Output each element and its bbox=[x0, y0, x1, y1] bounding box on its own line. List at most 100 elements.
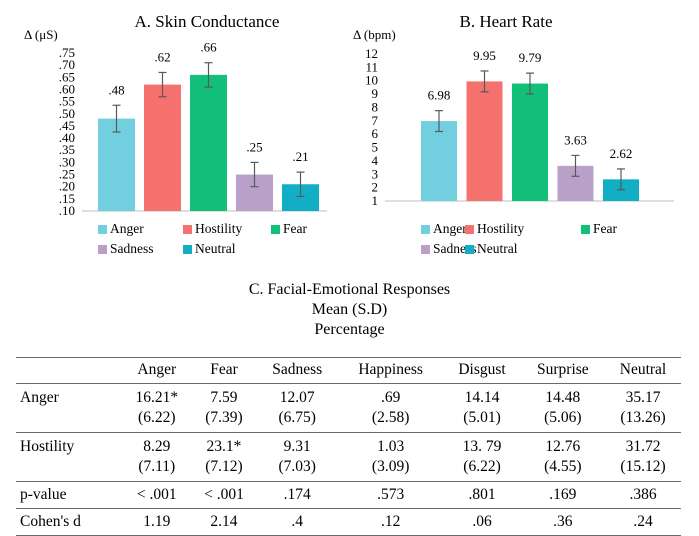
cell-sd: (6.75) bbox=[278, 409, 316, 426]
a-y-tick-label: .35 bbox=[59, 142, 75, 157]
table-cell: .36 bbox=[521, 509, 605, 536]
b-data-label: 9.95 bbox=[473, 48, 496, 63]
table-cell: 1.19 bbox=[122, 509, 192, 536]
cell-value: .06 bbox=[472, 513, 492, 530]
table-cell: .06 bbox=[443, 509, 520, 536]
b-bar-hostility bbox=[466, 81, 503, 201]
a-bar-fear bbox=[190, 74, 227, 211]
column-header-anger: Anger bbox=[137, 361, 177, 378]
table-cell: .386 bbox=[605, 482, 681, 509]
cell-sd: (2.58) bbox=[371, 409, 410, 426]
cell-value: .169 bbox=[549, 486, 577, 503]
table-cell: 12.07 (6.75) bbox=[256, 384, 338, 433]
b-y-tick-label: 8 bbox=[372, 99, 379, 114]
table-cell: 31.72 (15.12) bbox=[605, 433, 681, 482]
b-y-tick-label: 1 bbox=[372, 193, 379, 208]
b-legend-swatch-neutral bbox=[465, 245, 474, 254]
table-cell: 14.14 (5.01) bbox=[443, 384, 520, 433]
cell-value: 12.76 bbox=[545, 438, 581, 455]
cell-sd: (6.22) bbox=[463, 458, 501, 475]
table-header-blank bbox=[16, 358, 122, 384]
cell-sd: (7.03) bbox=[278, 458, 316, 475]
table-cell: 1.03 (3.09) bbox=[338, 433, 443, 482]
a-legend-label: Anger bbox=[110, 221, 144, 236]
table-cell: .4 bbox=[256, 509, 338, 536]
column-header-disgust: Disgust bbox=[458, 361, 506, 378]
row-label: Anger bbox=[20, 389, 59, 406]
cell-value: 1.03 bbox=[377, 438, 405, 455]
table-cell: 12.76 (4.55) bbox=[521, 433, 605, 482]
a-legend-swatch-fear bbox=[271, 225, 280, 234]
a-data-label: .25 bbox=[246, 139, 262, 154]
column-header-neutral: Neutral bbox=[619, 361, 667, 378]
a-y-tick-label: .65 bbox=[59, 69, 75, 84]
cell-sd: (6.22) bbox=[138, 409, 176, 426]
a-legend-swatch-anger bbox=[98, 225, 107, 234]
a-y-tick-label: .30 bbox=[59, 154, 75, 169]
cell-sd: (13.26) bbox=[620, 409, 666, 426]
table-cell: 9.31 (7.03) bbox=[256, 433, 338, 482]
a-legend-label: Neutral bbox=[195, 241, 236, 256]
cell-value: 7.59 bbox=[210, 389, 238, 406]
b-data-label: 2.62 bbox=[610, 146, 633, 161]
a-y-tick-label: .25 bbox=[59, 167, 75, 182]
table-cell: 7.59 (7.39) bbox=[192, 384, 257, 433]
a-bar-anger bbox=[98, 118, 135, 211]
b-legend-swatch-fear bbox=[581, 225, 590, 234]
table-cell: 14.48 (5.06) bbox=[521, 384, 605, 433]
cell-value: 1.19 bbox=[143, 513, 171, 530]
cell-sd: (5.06) bbox=[544, 409, 582, 426]
b-bar-anger bbox=[421, 121, 457, 201]
cell-value: .174 bbox=[283, 486, 311, 503]
table-row: Anger 16.21* (6.22) 7.59 (7.39) 12.07 (6.75) .6… bbox=[16, 384, 681, 433]
cell-value: 23.1* bbox=[206, 438, 242, 455]
b-chart-title: B. Heart Rate bbox=[460, 12, 553, 31]
a-y-tick-label: .70 bbox=[59, 57, 75, 72]
b-y-axis-label: Δ (bpm) bbox=[353, 27, 396, 42]
a-data-label: .62 bbox=[154, 49, 170, 64]
table-cell: 8.29 (7.11) bbox=[122, 433, 192, 482]
facial-responses-title-line-1: C. Facial-Emotional Responses bbox=[248, 281, 451, 298]
a-chart-title: A. Skin Conductance bbox=[135, 12, 280, 31]
b-legend-label: Fear bbox=[593, 221, 617, 236]
b-legend-swatch-sadness bbox=[421, 245, 430, 254]
a-y-tick-label: .60 bbox=[59, 81, 75, 96]
column-header-surprise: Surprise bbox=[537, 361, 589, 378]
table-cell: .174 bbox=[256, 482, 338, 509]
b-legend-label: Anger bbox=[433, 221, 467, 236]
cell-value: 14.48 bbox=[545, 389, 581, 406]
cell-sd: (7.11) bbox=[138, 458, 176, 475]
a-y-tick-label: .55 bbox=[59, 94, 75, 109]
cell-sd: (4.55) bbox=[544, 458, 582, 475]
b-y-tick-label: 7 bbox=[372, 113, 379, 128]
a-y-tick-label: .20 bbox=[59, 179, 75, 194]
a-y-tick-label: .50 bbox=[59, 106, 75, 121]
a-y-tick-label: .10 bbox=[59, 203, 75, 218]
a-legend-swatch-sadness bbox=[98, 245, 107, 254]
b-bar-fear bbox=[512, 83, 548, 201]
cell-value: 35.17 bbox=[625, 389, 661, 406]
cell-value: .24 bbox=[633, 513, 653, 530]
cell-value: 8.29 bbox=[143, 438, 171, 455]
table-row: p-value < .001 < .001 .174 .573 .801 .169 .386 bbox=[16, 482, 681, 509]
facial-responses-table: Anger Fear Sadness Happiness Disgust Surprise… bbox=[16, 357, 681, 536]
a-legend-swatch-hostility bbox=[183, 225, 192, 234]
cell-value: 13. 79 bbox=[462, 438, 502, 455]
column-header-fear: Fear bbox=[210, 361, 238, 378]
b-y-tick-label: 5 bbox=[372, 140, 379, 155]
row-label: p-value bbox=[20, 486, 67, 503]
cell-value: 12.07 bbox=[279, 389, 315, 406]
table-cell: .69 (2.58) bbox=[338, 384, 443, 433]
cell-sd: (7.12) bbox=[205, 458, 243, 475]
table-cell: 16.21* (6.22) bbox=[122, 384, 192, 433]
cell-value: < .001 bbox=[204, 486, 244, 503]
a-data-label: .21 bbox=[292, 149, 308, 164]
table-cell: 2.14 bbox=[192, 509, 257, 536]
a-y-tick-label: .45 bbox=[59, 118, 75, 133]
b-data-label: 9.79 bbox=[519, 50, 542, 65]
b-y-tick-label: 4 bbox=[372, 153, 379, 168]
cell-value: 31.72 bbox=[625, 438, 661, 455]
cell-value: .36 bbox=[553, 513, 573, 530]
b-y-tick-label: 3 bbox=[372, 166, 379, 181]
